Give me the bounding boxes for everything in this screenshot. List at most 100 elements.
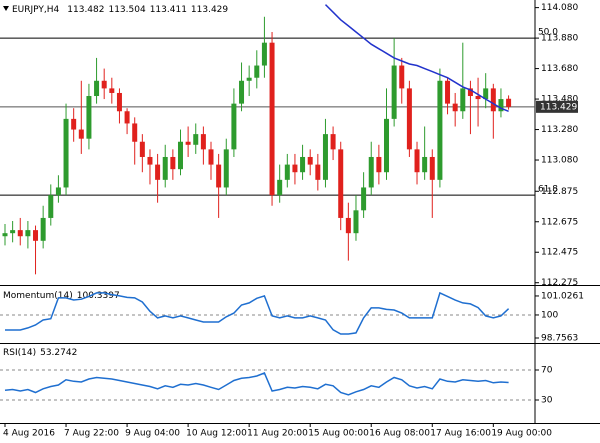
candle-body bbox=[353, 210, 359, 234]
close: 113.429 bbox=[191, 5, 228, 15]
x-tick-label: 10 Aug 12:00 bbox=[186, 429, 247, 439]
candle-body bbox=[40, 217, 46, 241]
candle-body bbox=[124, 111, 130, 124]
price-label-box bbox=[536, 100, 578, 113]
indicator-name: Momentum(14) bbox=[3, 291, 73, 301]
candle-body bbox=[330, 134, 336, 150]
candle-body bbox=[193, 134, 199, 145]
candle-body bbox=[246, 77, 252, 81]
y-tick-label: 113.680 bbox=[541, 64, 578, 74]
candle-body bbox=[223, 149, 229, 188]
candle-body bbox=[391, 65, 397, 119]
candle-body bbox=[78, 129, 84, 139]
x-tick-label: 7 Aug 22:00 bbox=[64, 429, 119, 439]
candle-body bbox=[10, 230, 16, 234]
open: 113.482 bbox=[67, 5, 104, 15]
candle-body bbox=[368, 156, 374, 188]
line bbox=[5, 291, 510, 335]
candle-body bbox=[414, 149, 420, 173]
candle-body bbox=[307, 156, 313, 165]
candle-body bbox=[322, 134, 328, 180]
x-tick-label: 16 Aug 08:00 bbox=[369, 429, 430, 439]
y-tick-label: 70 bbox=[541, 366, 553, 376]
candle-body bbox=[460, 88, 466, 112]
candle-body bbox=[33, 230, 39, 241]
candle-body bbox=[315, 164, 321, 180]
candle-body bbox=[284, 164, 290, 180]
candle-body bbox=[277, 179, 283, 196]
x-tick-label: 19 Aug 00:00 bbox=[491, 429, 552, 439]
candle-body bbox=[376, 156, 382, 173]
symbol: EURJPY,H4 bbox=[12, 5, 60, 15]
candle-body bbox=[162, 156, 168, 180]
candle-body bbox=[269, 42, 275, 196]
candle-body bbox=[399, 65, 405, 89]
candle-body bbox=[261, 42, 267, 66]
x-tick-label: 17 Aug 16:00 bbox=[430, 429, 491, 439]
x-tick-label: 4 Aug 2016 bbox=[3, 429, 55, 439]
candle-body bbox=[300, 156, 306, 173]
y-tick-label: 113.480 bbox=[541, 95, 578, 105]
candle-body bbox=[208, 149, 214, 165]
high: 113.504 bbox=[108, 5, 145, 15]
candle-body bbox=[239, 80, 245, 104]
candle-body bbox=[71, 118, 77, 130]
x-tick-label: 11 Aug 20:00 bbox=[247, 429, 308, 439]
candle-body bbox=[101, 80, 107, 89]
fibo-label: 61.8 bbox=[538, 185, 558, 195]
y-tick-label: 112.475 bbox=[541, 248, 578, 258]
y-tick-label: 113.080 bbox=[541, 156, 578, 166]
indicator-name: RSI(14) bbox=[3, 348, 36, 358]
candle-body bbox=[254, 65, 260, 78]
candle-body bbox=[185, 141, 191, 145]
candle-body bbox=[338, 149, 344, 218]
y-tick-label: 98.7563 bbox=[541, 333, 578, 343]
candle-body bbox=[177, 141, 183, 170]
candle-body bbox=[429, 156, 435, 180]
candle-body bbox=[48, 195, 54, 218]
y-tick-label: 30 bbox=[541, 396, 553, 406]
candle-body bbox=[55, 187, 61, 196]
candle-body bbox=[116, 92, 122, 112]
y-tick-label: 113.280 bbox=[541, 125, 578, 135]
price-label: 113.429 bbox=[540, 102, 577, 112]
candle-body bbox=[132, 123, 138, 142]
candle-body bbox=[467, 88, 473, 97]
candle-body bbox=[361, 187, 367, 211]
candle-body bbox=[452, 103, 458, 112]
candle-body bbox=[94, 80, 100, 97]
y-tick-label: 112.275 bbox=[541, 278, 578, 288]
y-tick-label: 113.880 bbox=[541, 34, 578, 44]
candle-body bbox=[170, 156, 176, 170]
candle-body bbox=[445, 80, 451, 104]
y-tick-label: 112.675 bbox=[541, 217, 578, 227]
candle-body bbox=[292, 164, 298, 173]
candle-body bbox=[345, 217, 351, 234]
candle-body bbox=[406, 88, 412, 150]
y-tick-label: 100 bbox=[541, 310, 558, 320]
y-tick-label: 112.875 bbox=[541, 187, 578, 197]
candle-body bbox=[147, 156, 153, 165]
fibo-label: 50.0 bbox=[538, 28, 558, 38]
chart-header: EURJPY,H4 113.482 113.504 113.411 113.429 bbox=[12, 5, 228, 15]
candle-body bbox=[139, 141, 145, 157]
candle-body bbox=[25, 230, 31, 237]
candle-body bbox=[109, 88, 115, 93]
candle-body bbox=[155, 164, 161, 180]
low: 113.411 bbox=[150, 5, 187, 15]
indicator-value: 100.3397 bbox=[77, 291, 120, 301]
line bbox=[4, 372, 509, 396]
candle-body bbox=[200, 134, 206, 150]
x-tick-label: 9 Aug 04:00 bbox=[125, 429, 180, 439]
candle-body bbox=[475, 96, 481, 100]
line bbox=[324, 4, 509, 112]
x-tick-label: 15 Aug 00:00 bbox=[308, 429, 369, 439]
candle-body bbox=[63, 118, 69, 188]
candle-body bbox=[490, 88, 496, 112]
candle-body bbox=[216, 164, 222, 188]
candle-body bbox=[437, 80, 443, 180]
candle-body bbox=[422, 156, 428, 173]
panel-header: RSI(14) 53.2742 bbox=[3, 348, 77, 358]
